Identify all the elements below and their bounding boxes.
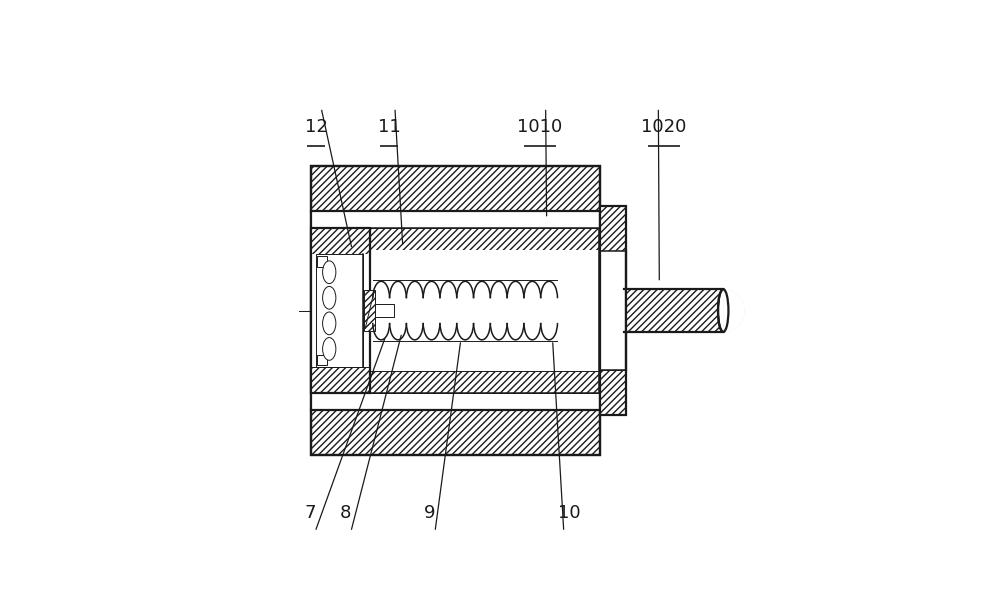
Ellipse shape	[323, 338, 336, 360]
Bar	[315, 371, 599, 394]
Bar	[311, 211, 600, 410]
Wedge shape	[723, 289, 745, 332]
Bar	[363, 304, 394, 317]
Bar	[364, 290, 375, 331]
Bar	[311, 254, 370, 367]
Bar	[311, 166, 600, 455]
Ellipse shape	[323, 261, 336, 284]
Text: 1020: 1020	[641, 118, 687, 136]
Bar	[315, 250, 599, 371]
Bar	[600, 370, 626, 415]
Wedge shape	[723, 289, 745, 332]
Bar	[626, 289, 723, 332]
Bar	[316, 254, 363, 367]
Bar	[311, 166, 600, 455]
Text: 7: 7	[305, 504, 316, 522]
Bar	[600, 252, 626, 370]
Ellipse shape	[323, 312, 336, 335]
Bar	[600, 207, 626, 252]
Ellipse shape	[323, 287, 336, 309]
Bar	[315, 228, 599, 250]
Text: 9: 9	[424, 504, 435, 522]
Bar	[315, 228, 599, 394]
Text: 10: 10	[558, 504, 581, 522]
Text: 11: 11	[378, 118, 401, 136]
Ellipse shape	[718, 289, 728, 332]
Bar	[626, 289, 723, 332]
Bar	[317, 256, 327, 266]
Text: 8: 8	[340, 504, 351, 522]
Bar	[311, 228, 370, 394]
Text: 1010: 1010	[517, 118, 563, 136]
Bar	[311, 367, 370, 394]
Bar	[600, 207, 626, 415]
Bar	[311, 228, 370, 254]
Bar	[317, 355, 327, 365]
Text: 12: 12	[305, 118, 327, 136]
